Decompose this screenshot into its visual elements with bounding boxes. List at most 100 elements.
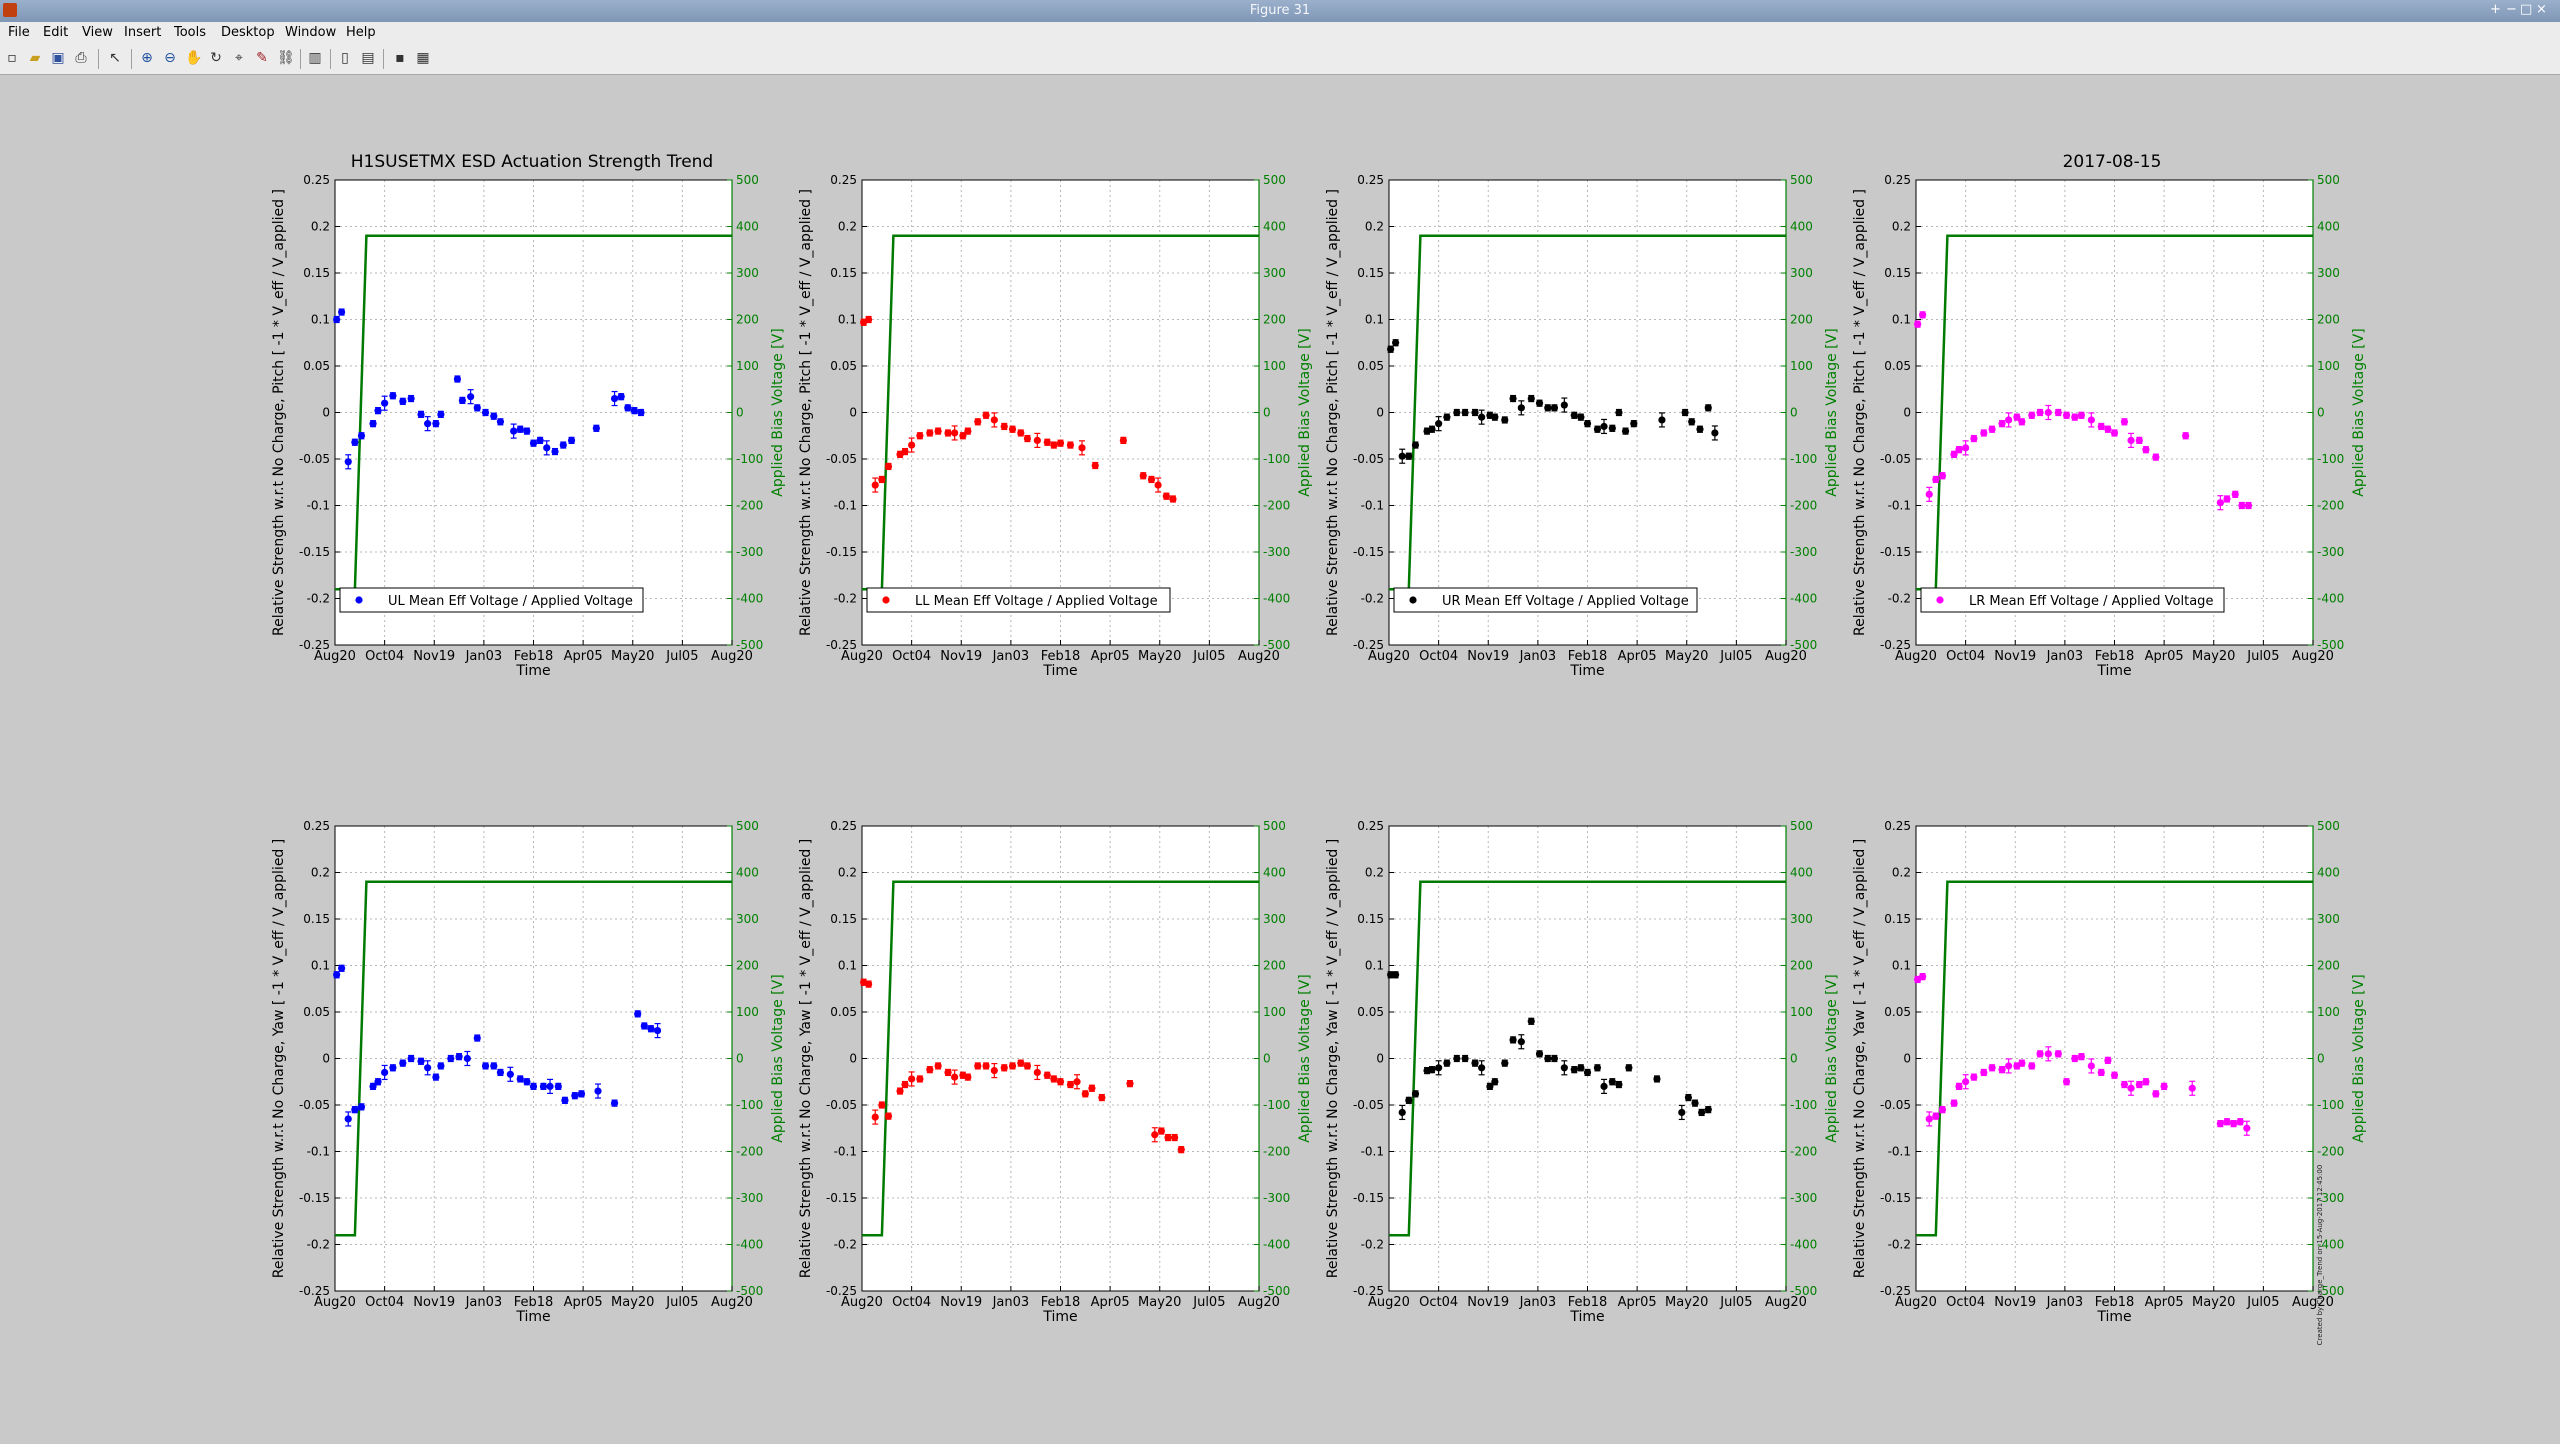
colorbar-icon[interactable]: ▥: [308, 50, 322, 66]
bias-voltage-marker: [462, 880, 466, 883]
bias-voltage-marker: [1099, 880, 1102, 883]
data-point: [901, 447, 909, 456]
data-point: [1471, 408, 1479, 417]
y2-tick-label: 500: [736, 173, 759, 187]
menu-tools[interactable]: Tools: [174, 25, 207, 40]
y-tick-label: 0.1: [1892, 959, 1911, 973]
zoom-out-icon[interactable]: ⊖: [164, 50, 176, 66]
y-tick-label: 0.25: [1357, 173, 1384, 187]
bias-voltage-marker: [2262, 234, 2265, 237]
zoom-in-icon[interactable]: ⊕: [141, 50, 153, 66]
bias-voltage-marker: [2033, 880, 2037, 883]
data-point: [908, 1075, 916, 1083]
bias-voltage-marker: [1009, 880, 1013, 883]
window-minimize-button[interactable]: −: [2506, 2, 2517, 17]
data-point: [1177, 1146, 1185, 1154]
link-icon[interactable]: ⛓: [277, 50, 295, 66]
menu-window[interactable]: Window: [285, 25, 337, 40]
menu-view[interactable]: View: [82, 25, 113, 40]
bias-voltage-marker: [1556, 880, 1559, 883]
bias-voltage-marker: [611, 880, 615, 883]
window-help-button[interactable]: +: [2490, 2, 2501, 17]
bias-voltage-marker: [552, 234, 555, 237]
bias-voltage-marker: [572, 880, 575, 883]
bias-voltage-marker: [403, 880, 406, 883]
data-point: [1098, 1093, 1106, 1102]
data-point: [1593, 425, 1602, 433]
menu-help[interactable]: Help: [346, 25, 376, 40]
y-tick-label: 0.2: [1892, 866, 1911, 880]
bias-voltage-marker: [512, 234, 515, 237]
window-maximize-button[interactable]: □: [2520, 2, 2533, 17]
save-icon[interactable]: ▣: [51, 50, 65, 66]
data-point: [1000, 1064, 1008, 1072]
x-tick-label: Nov19: [940, 649, 982, 664]
brush-icon[interactable]: ✎: [256, 50, 268, 66]
menu-desktop[interactable]: Desktop: [221, 25, 275, 40]
bias-voltage-marker: [989, 234, 993, 237]
data-point: [990, 416, 998, 424]
menu-insert[interactable]: Insert: [124, 25, 162, 40]
data-point: [2005, 1062, 2013, 1070]
data-point: [1050, 1075, 1058, 1083]
x-axis-label: Time: [1569, 663, 1604, 679]
bias-voltage-marker: [1586, 880, 1589, 883]
x-tick-label: Jan03: [992, 1295, 1030, 1310]
bias-voltage-marker: [522, 234, 525, 237]
data-point: [1033, 436, 1041, 444]
bias-voltage-marker: [423, 234, 426, 237]
y2-axis-label: Applied Bias Voltage [V]: [1824, 974, 1840, 1142]
show-plot-tools-icon[interactable]: ▦: [416, 50, 430, 66]
bias-voltage-marker: [1685, 880, 1688, 883]
menu-file[interactable]: File: [8, 25, 30, 40]
hide-plot-tools-icon[interactable]: ▤: [361, 50, 375, 66]
creation-note: Created by Charge_Trend on 15-Aug-2017 1…: [2316, 1165, 2324, 1346]
bias-voltage-marker: [1774, 880, 1778, 883]
window-close-button[interactable]: ×: [2536, 2, 2547, 17]
legend-icon[interactable]: ▯: [341, 50, 349, 66]
toolbar-separator: [98, 49, 99, 69]
new-figure-icon[interactable]: ▫: [7, 50, 17, 66]
open-file-icon[interactable]: ▰: [29, 50, 41, 66]
rotate-icon[interactable]: ↻: [210, 50, 222, 66]
data-cursor-icon[interactable]: ⌖: [235, 50, 243, 66]
bias-voltage-marker: [2192, 880, 2196, 883]
bias-voltage-marker: [2252, 880, 2255, 883]
data-point: [1453, 408, 1461, 417]
y-tick-label: 0.1: [838, 959, 857, 973]
data-point: [481, 1062, 490, 1070]
data-point: [344, 458, 352, 466]
bias-voltage-marker: [2053, 880, 2057, 883]
y-tick-label: -0.1: [1361, 1145, 1384, 1159]
print-icon[interactable]: ⎙: [75, 50, 87, 66]
bias-voltage-marker: [2093, 880, 2096, 883]
menu-edit[interactable]: Edit: [43, 25, 69, 40]
bias-voltage-marker: [1069, 880, 1072, 883]
figure-canvas[interactable]: -0.25 -0.2 -0.15 -0.1 -0.05 0 0.05 0.1 0.15 0.2 0.…: [0, 75, 2560, 1440]
bias-voltage-marker: [1138, 234, 1142, 237]
bias-voltage-marker: [1596, 880, 1599, 883]
data-point: [407, 1054, 415, 1063]
data-point: [1658, 416, 1666, 424]
bias-voltage-marker: [2262, 880, 2265, 883]
bias-voltage-marker: [1685, 234, 1688, 237]
data-point: [884, 462, 893, 471]
data-point: [2127, 436, 2135, 444]
bias-voltage-marker: [2222, 234, 2225, 237]
data-point: [592, 424, 600, 432]
x-tick-label: Feb18: [1568, 649, 1608, 664]
data-point: [2036, 1050, 2044, 1058]
x-tick-label: Oct04: [892, 649, 931, 664]
pointer-icon[interactable]: ↖: [109, 50, 121, 66]
data-point: [2120, 1080, 2129, 1089]
y2-tick-label: -100: [736, 452, 763, 466]
dock-icon[interactable]: ▪: [395, 50, 405, 66]
data-point: [1171, 1133, 1179, 1142]
bias-voltage-marker: [1039, 880, 1042, 883]
data-point: [2077, 411, 2086, 419]
y-tick-label: -0.1: [307, 499, 330, 513]
data-point: [2230, 1120, 2238, 1128]
pan-icon[interactable]: ✋: [185, 50, 203, 66]
subplot-6: -0.25 -0.2 -0.15 -0.1 -0.05 0 0.05 0.1 0.15 0.2 0.…: [798, 819, 1313, 1325]
data-point: [951, 429, 959, 437]
